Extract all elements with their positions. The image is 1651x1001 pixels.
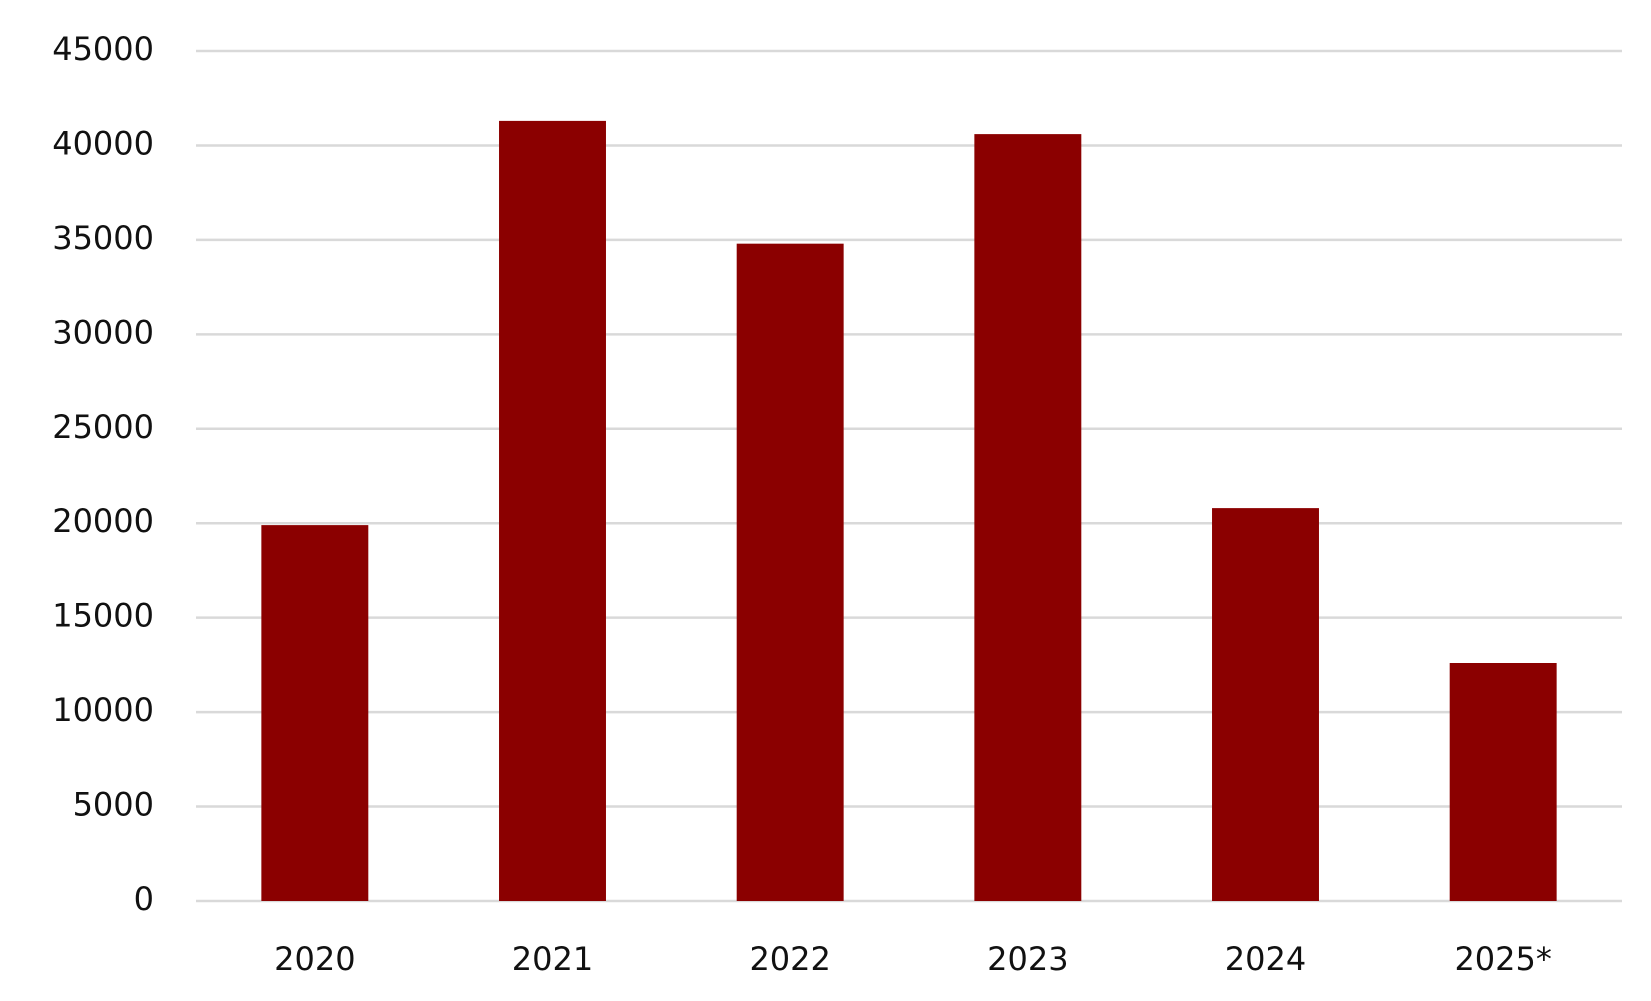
bar [1212,508,1319,901]
y-tick-label: 20000 [52,502,154,540]
y-tick-label: 5000 [73,786,154,824]
y-tick-label: 0 [134,880,154,918]
y-tick-label: 15000 [52,597,154,635]
bar [261,525,369,901]
x-tick-label: 2023 [987,940,1068,978]
x-tick-label: 2022 [749,940,830,978]
bar [1449,663,1557,901]
y-tick-label: 35000 [52,219,154,257]
bar [499,120,606,901]
y-tick-label: 25000 [52,408,154,446]
x-tick-label: 2025* [1454,940,1551,978]
y-tick-label: 45000 [52,30,154,68]
x-tick-label: 2020 [274,940,355,978]
y-tick-label: 30000 [52,313,154,351]
y-tick-label: 40000 [52,124,154,162]
x-tick-label: 2021 [512,940,593,978]
bar [974,134,1082,902]
y-tick-label: 10000 [52,691,154,729]
bar [736,243,844,901]
x-tick-label: 2024 [1225,940,1306,978]
